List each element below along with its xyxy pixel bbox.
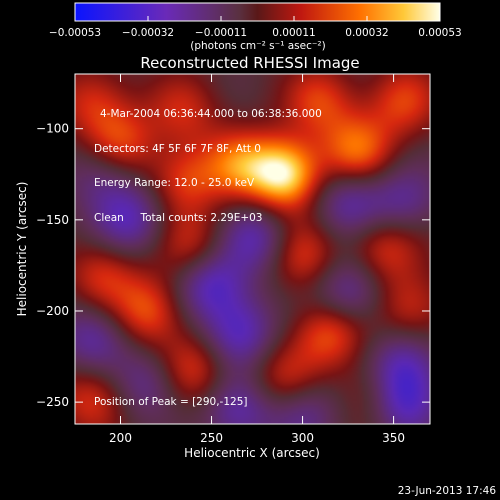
legend-detectors: Detectors: 4F 5F 6F 7F 8F, Att 0 (94, 142, 261, 155)
legend-block: 4-Mar-2004 06:36:44.000 to 06:38:36.000 … (94, 86, 322, 236)
peak-position-label: Position of Peak = [290,-125] (94, 396, 248, 408)
legend-time-range: 4-Mar-2004 06:36:44.000 to 06:38:36.000 (100, 108, 322, 120)
chart-title: Reconstructed RHESSI Image (140, 54, 359, 72)
y-tick-label: −200 (36, 304, 69, 318)
colorbar-tick-label: 0.00011 (272, 27, 315, 39)
x-tick-label: 200 (109, 431, 132, 445)
legend-energy-range: Energy Range: 12.0 - 25.0 keV (94, 177, 255, 189)
heatmap-image (75, 74, 430, 424)
colorbar-tick-label: 0.00032 (345, 27, 388, 39)
y-axis-label: Heliocentric Y (arcsec) (15, 182, 29, 317)
y-tick-label: −150 (36, 213, 69, 227)
colorbar-unit-label: (photons cm⁻² s⁻¹ asec⁻²) (190, 40, 325, 52)
y-tick-label: −100 (36, 122, 69, 136)
legend-clean-counts: Clean Total counts: 2.29E+03 (94, 211, 263, 224)
colorbar-tick-label: −0.00032 (122, 27, 174, 39)
x-axis-ticks: 200 250 300 350 (109, 74, 405, 445)
y-axis-ticks: −100 −150 −200 −250 (36, 122, 430, 409)
y-tick-label: −250 (36, 395, 69, 409)
x-axis-label: Heliocentric X (arcsec) (184, 446, 320, 460)
plot-frame (74, 73, 431, 425)
colorbar-tick-label: −0.00011 (195, 27, 247, 39)
colorbar (74, 2, 441, 22)
x-tick-label: 350 (382, 431, 405, 445)
x-tick-label: 300 (291, 431, 314, 445)
colorbar-ticks: −0.00053 −0.00032 −0.00011 0.00011 0.00032 0.… (49, 16, 462, 39)
timestamp: 23-Jun-2013 17:46 (398, 485, 497, 497)
colorbar-tick-label: −0.00053 (49, 27, 101, 39)
x-tick-label: 250 (200, 431, 223, 445)
colorbar-tick-label: 0.00053 (418, 27, 461, 39)
